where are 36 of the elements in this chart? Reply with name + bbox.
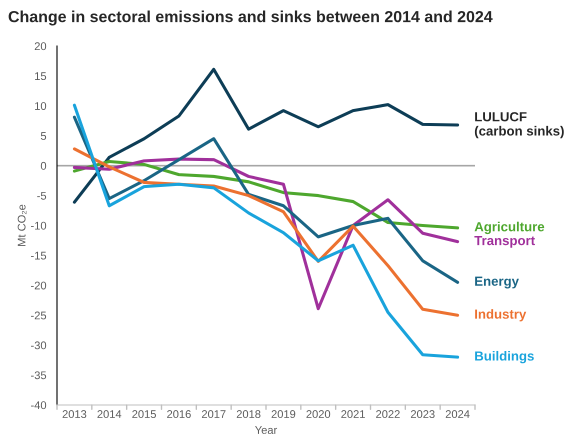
x-tick-label: 2016 <box>167 410 191 418</box>
y-tick-label: -40 <box>31 401 46 410</box>
x-axis-title: Year <box>255 426 278 434</box>
series-label: LULUCF (carbon sinks) <box>474 112 564 138</box>
series-label: Buildings <box>475 350 534 364</box>
y-tick-label: -30 <box>31 341 46 350</box>
x-tick-label: 2023 <box>410 410 435 418</box>
y-tick-label: 0 <box>40 162 46 170</box>
x-tick-label: 2014 <box>97 410 122 418</box>
y-tick-label: 10 <box>35 102 46 110</box>
y-tick-label: -35 <box>31 371 46 380</box>
y-tick-label: 5 <box>40 132 46 140</box>
y-tick-label: -20 <box>31 282 46 290</box>
line-series <box>72 104 460 359</box>
y-tick-label: 15 <box>35 72 46 80</box>
y-tick-label: -5 <box>37 192 46 200</box>
x-tick-label: 2024 <box>446 410 470 418</box>
x-tick-label: 2013 <box>62 410 86 418</box>
series-label: Energy <box>475 276 519 288</box>
x-tick-label: 2019 <box>272 410 296 418</box>
x-tick-label: 2018 <box>236 410 260 418</box>
x-tick-label: 2017 <box>202 410 226 418</box>
y-tick-label: -10 <box>31 222 46 230</box>
chart-title: Change in sectoral emissions and sinks between 2014 and 2024 <box>8 10 493 26</box>
y-tick-label: -15 <box>31 252 46 260</box>
y-axis-title: Mt CO₂e <box>18 204 26 246</box>
series-label: Transport <box>474 236 535 248</box>
line-series <box>72 68 460 204</box>
series-label: Agriculture <box>474 222 544 234</box>
series-label: Industry <box>475 309 526 322</box>
x-tick-label: 2022 <box>376 410 400 418</box>
x-tick-label: 2015 <box>132 410 156 418</box>
x-tick-label: 2020 <box>306 410 330 418</box>
y-tick-label: 20 <box>34 42 46 50</box>
x-tick-label: 2021 <box>341 410 365 418</box>
y-tick-label: -25 <box>31 312 46 320</box>
